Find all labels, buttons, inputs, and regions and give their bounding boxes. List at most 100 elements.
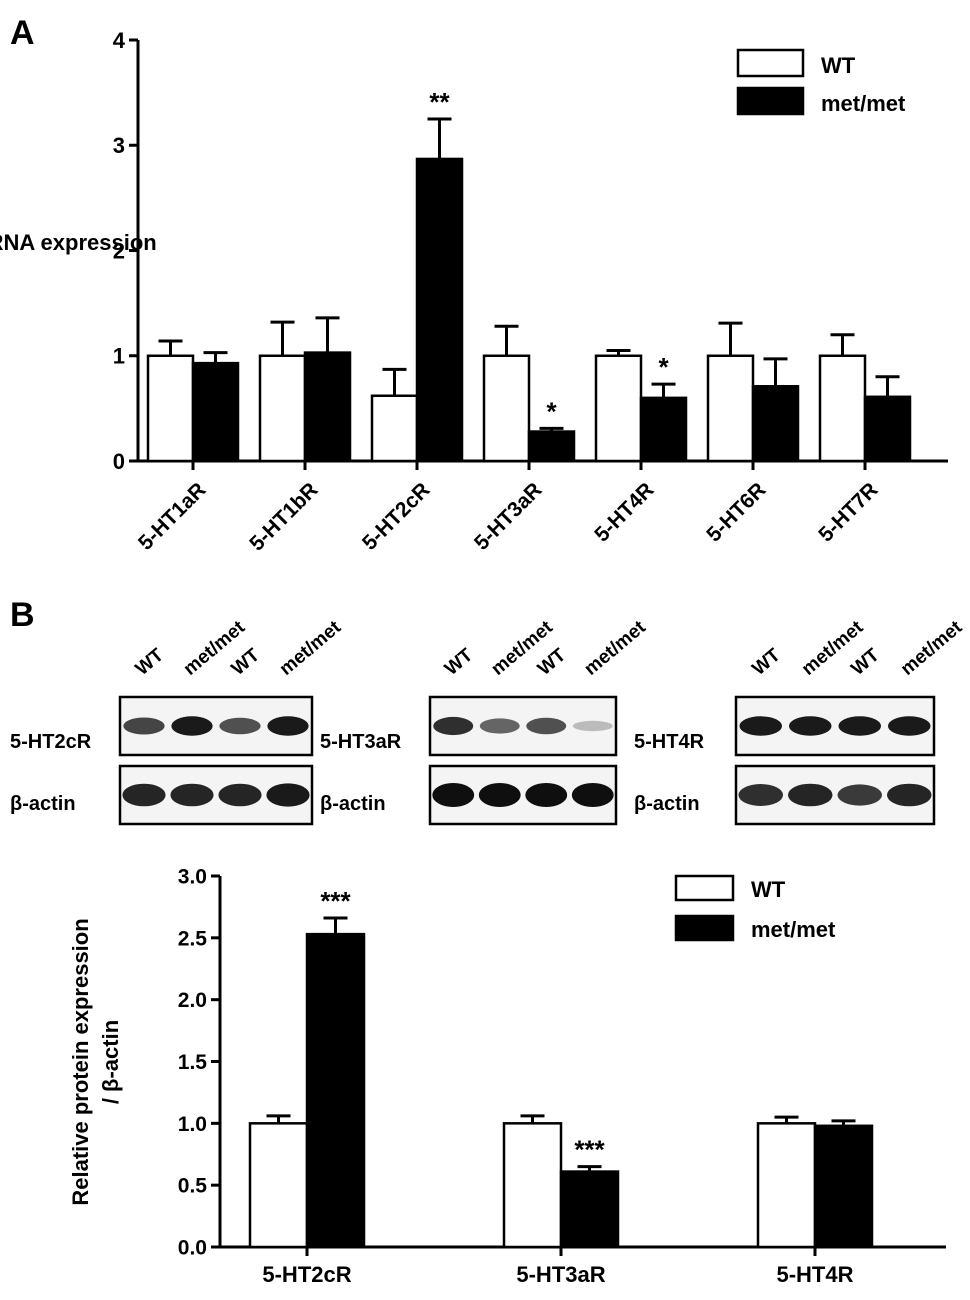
legend-label: WT — [821, 53, 856, 78]
blot-band — [266, 783, 310, 807]
y-axis-label: Normalized mRNA expression — [0, 230, 157, 255]
bar — [305, 932, 366, 1249]
bar — [415, 157, 464, 463]
y-tick-label: 3.0 — [178, 866, 207, 889]
blot-band — [886, 783, 932, 807]
bar — [146, 354, 195, 463]
y-tick-label: 1 — [113, 344, 125, 369]
x-tick-label: 5-HT4R — [776, 1262, 853, 1287]
bar — [863, 395, 912, 463]
blot-band — [787, 783, 833, 807]
panel-label-a: A — [10, 14, 35, 52]
bar — [639, 396, 688, 463]
bar — [258, 354, 307, 463]
lane-label: met/met — [897, 616, 967, 679]
y-tick-label: 0.5 — [178, 1175, 208, 1198]
lane-label: WT — [228, 645, 264, 680]
lane-label: WT — [441, 645, 477, 680]
significance-annotation: *** — [320, 886, 351, 916]
blot-band — [218, 783, 262, 807]
blot-protein-label: 5-HT2cR — [10, 731, 92, 753]
blot-band — [432, 783, 475, 807]
blot-band — [171, 716, 213, 736]
legend-label: met/met — [751, 917, 836, 942]
lane-label: met/met — [580, 616, 650, 679]
blot-band — [479, 718, 520, 734]
western-blots: WT met/met WT met/met 5-HT2cR β-actin WT met/me… — [10, 616, 967, 826]
blot-band — [572, 720, 613, 732]
mrna-bar-chart: 0 1 2 3 4 Normalized mRNA expression 5-HT1aR 5-… — [0, 28, 948, 556]
x-tick-label: 5-HT2cR — [358, 478, 435, 555]
blot-band — [887, 716, 931, 736]
bar — [527, 430, 576, 463]
blot-band — [838, 716, 882, 736]
blot-protein-label: 5-HT4R — [634, 731, 705, 753]
significance-annotation: * — [658, 352, 669, 382]
legend-label: WT — [751, 877, 786, 902]
blot-band — [526, 717, 567, 735]
bar — [191, 361, 240, 463]
y-axis-label: Relative protein expression — [68, 918, 93, 1205]
y-tick-label: 0.0 — [178, 1237, 207, 1260]
legend-swatch — [736, 48, 805, 78]
bar — [370, 394, 419, 463]
y-tick-label: 3 — [113, 133, 125, 158]
blot-band — [837, 784, 883, 806]
significance-annotation: *** — [574, 1135, 605, 1165]
blot-band — [123, 717, 165, 735]
y-tick-label: 2.5 — [178, 927, 208, 950]
lane-label: met/met — [276, 616, 346, 679]
x-tick-label: 5-HT1bR — [245, 478, 322, 555]
lane-label: WT — [132, 645, 168, 680]
bar — [482, 354, 531, 463]
blot-control-label: β-actin — [634, 793, 700, 815]
legend-swatch — [736, 86, 805, 116]
bar — [248, 1122, 309, 1249]
bar — [502, 1122, 563, 1249]
blot-band — [170, 783, 214, 807]
blot-band — [122, 783, 166, 807]
y-axis-label: / β-actin — [98, 1020, 123, 1104]
lane-label: WT — [847, 645, 883, 680]
bar — [594, 354, 643, 463]
x-tick-label: 5-HT3aR — [516, 1262, 605, 1287]
lane-label: WT — [534, 645, 570, 680]
significance-annotation: * — [546, 396, 557, 426]
blot-band — [788, 716, 832, 736]
blot-band — [525, 783, 568, 807]
blot-protein-label: 5-HT3aR — [320, 731, 402, 753]
bar — [706, 354, 755, 463]
x-tick-label: 5-HT1aR — [134, 478, 211, 555]
bar — [756, 1122, 817, 1249]
blot-band — [738, 784, 784, 806]
y-tick-label: 4 — [113, 28, 126, 53]
x-tick-label: 5-HT6R — [702, 478, 770, 546]
blot-band — [219, 717, 261, 735]
y-tick-label: 1.0 — [178, 1113, 207, 1136]
blot-band — [267, 716, 309, 736]
bar — [303, 351, 352, 463]
legend-swatch — [674, 914, 735, 942]
bar — [818, 354, 867, 463]
y-tick-label: 0 — [113, 449, 125, 474]
bar — [751, 385, 800, 463]
lane-label: WT — [748, 645, 784, 680]
bar — [813, 1124, 874, 1249]
blot-band — [433, 716, 474, 736]
x-tick-label: 5-HT7R — [814, 478, 882, 546]
x-tick-label: 5-HT4R — [590, 478, 658, 546]
bar — [559, 1170, 620, 1249]
y-tick-label: 2.0 — [178, 989, 207, 1012]
significance-annotation: ** — [429, 87, 450, 117]
blot-band — [739, 716, 783, 736]
blot-control-label: β-actin — [320, 793, 386, 815]
legend-label: met/met — [821, 91, 906, 116]
y-tick-label: 1.5 — [178, 1051, 208, 1074]
blot-band — [478, 783, 521, 807]
y-tick-label: 2 — [113, 238, 125, 263]
x-tick-label: 5-HT2cR — [262, 1262, 351, 1287]
